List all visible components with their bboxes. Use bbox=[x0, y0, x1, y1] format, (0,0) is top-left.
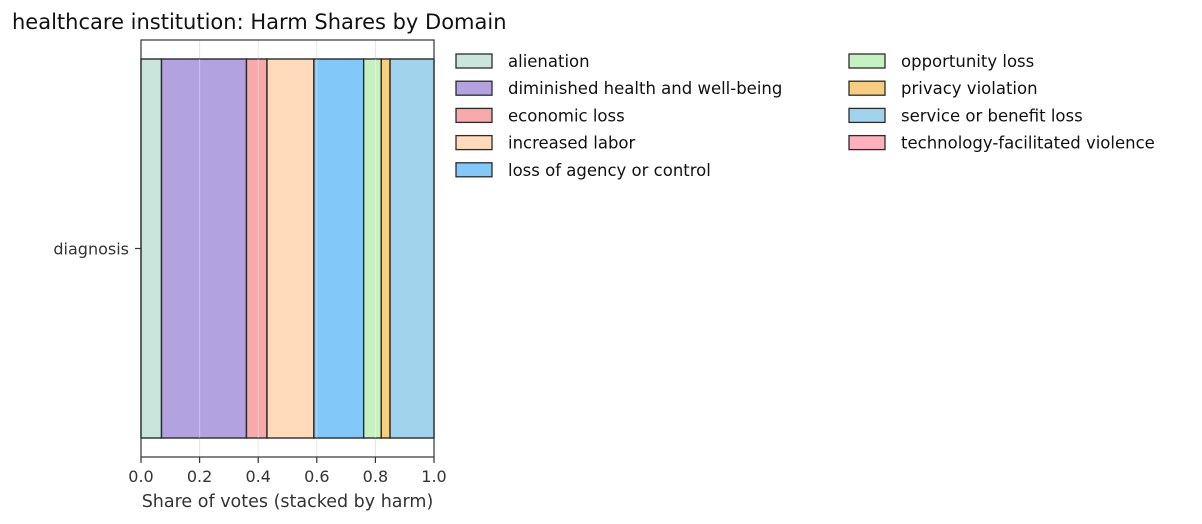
y-tick-label-0: diagnosis bbox=[53, 240, 129, 259]
legend-label-3: increased labor bbox=[508, 134, 636, 153]
x-axis: 0.0 0.2 0.4 0.6 0.8 1.0 bbox=[128, 457, 447, 486]
legend-label-7: service or benefit loss bbox=[901, 106, 1083, 125]
legend-label-5: opportunity loss bbox=[901, 52, 1034, 71]
bar-segment-0 bbox=[140, 58, 163, 439]
legend-label-2: economic loss bbox=[508, 106, 625, 125]
y-axis: diagnosis bbox=[53, 240, 141, 259]
legend-label-8: technology-facilitated violence bbox=[901, 134, 1155, 153]
bar-segment-5 bbox=[362, 58, 382, 439]
x-tick-label-2: 0.4 bbox=[245, 467, 270, 486]
x-tick-label-5: 1.0 bbox=[421, 467, 446, 486]
bar-segment-7 bbox=[389, 58, 435, 439]
legend-swatch-4 bbox=[455, 162, 493, 178]
legend-label-1: diminished health and well-being bbox=[508, 79, 782, 98]
legend-swatch-8 bbox=[848, 134, 886, 151]
x-tick-label-4: 0.8 bbox=[363, 467, 388, 486]
x-axis-label: Share of votes (stacked by harm) bbox=[142, 492, 434, 512]
bar-segment-2 bbox=[245, 58, 268, 439]
chart-title: healthcare institution: Harm Shares by D… bbox=[12, 10, 507, 34]
legend-swatch-3 bbox=[455, 134, 493, 151]
bar-segment-1 bbox=[160, 58, 248, 439]
bar-segment-3 bbox=[266, 58, 315, 439]
legend-swatch-5 bbox=[848, 53, 886, 69]
legend-swatch-7 bbox=[848, 107, 886, 124]
bar-segment-4 bbox=[313, 58, 365, 439]
legend-label-0: alienation bbox=[508, 52, 590, 71]
legend-label-4: loss of agency or control bbox=[508, 161, 711, 180]
legend-label-6: privacy violation bbox=[901, 79, 1038, 98]
legend-swatch-6 bbox=[848, 80, 886, 96]
legend-swatch-1 bbox=[455, 80, 493, 96]
legend-swatch-0 bbox=[455, 53, 493, 69]
bar-segments bbox=[140, 58, 435, 439]
legend: alienation diminished health and well-bei… bbox=[455, 52, 1155, 180]
legend-swatch-2 bbox=[455, 107, 493, 124]
bar-segment-6 bbox=[380, 58, 391, 439]
x-tick-label-1: 0.2 bbox=[187, 467, 212, 486]
x-tick-label-3: 0.6 bbox=[304, 467, 329, 486]
x-tick-label-0: 0.0 bbox=[128, 467, 153, 486]
